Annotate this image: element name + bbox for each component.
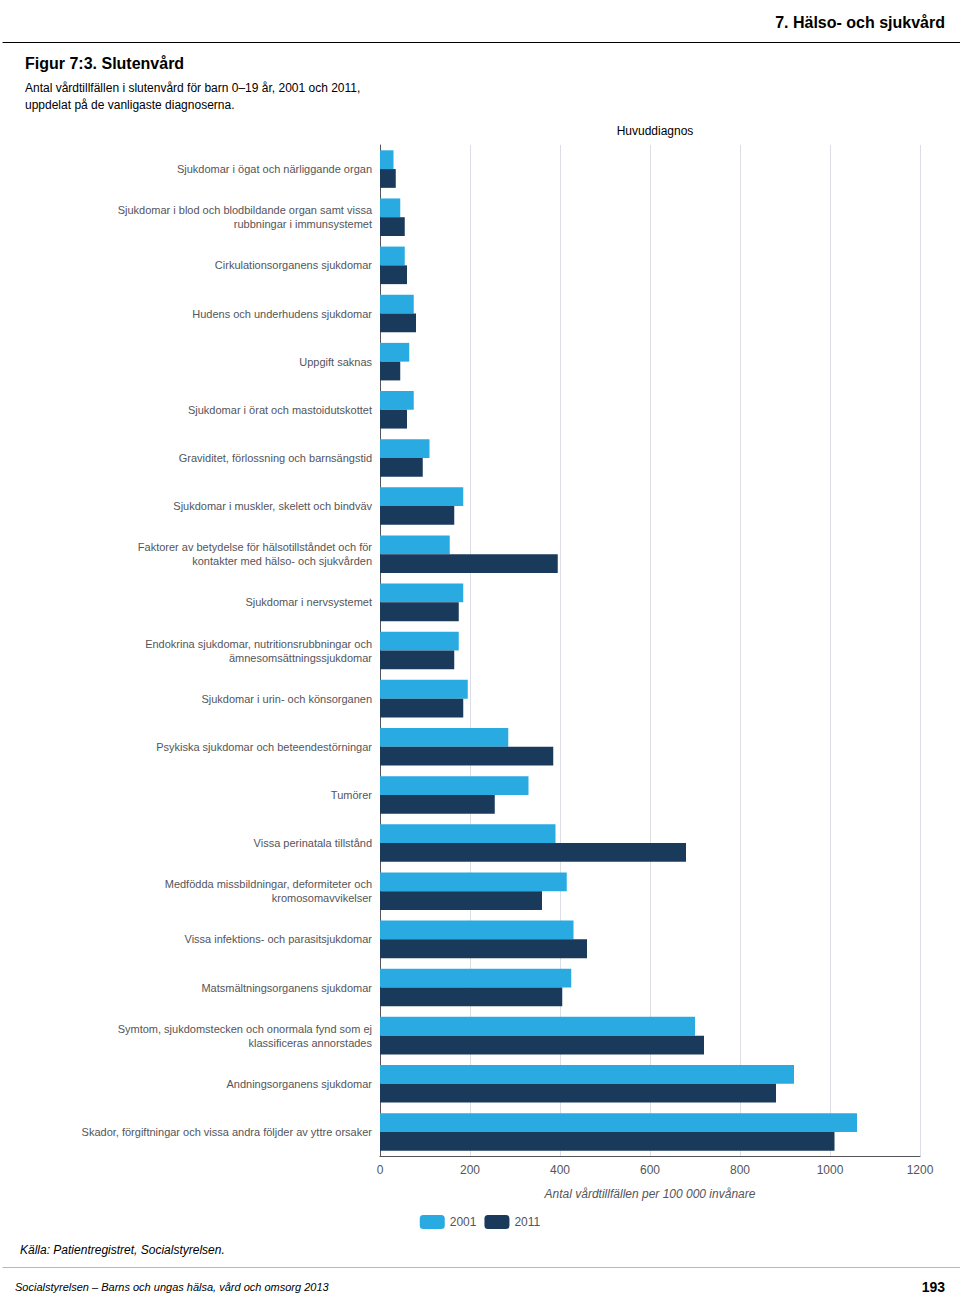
- svg-text:Matsmältningsorganens sjukdoma: Matsmältningsorganens sjukdomar: [201, 982, 372, 994]
- svg-text:uppdelat på de vanligaste diag: uppdelat på de vanligaste diagnoserna.: [25, 98, 235, 112]
- svg-text:400: 400: [550, 1163, 570, 1177]
- svg-text:Sjukdomar i nervsystemet: Sjukdomar i nervsystemet: [245, 596, 372, 608]
- svg-text:rubbningar i immunsystemet: rubbningar i immunsystemet: [234, 218, 372, 230]
- svg-text:Hudens och underhudens sjukdom: Hudens och underhudens sjukdomar: [192, 308, 372, 320]
- svg-text:kontakter med hälso- och sjukv: kontakter med hälso- och sjukvården: [192, 555, 372, 567]
- svg-text:600: 600: [640, 1163, 660, 1177]
- svg-text:193: 193: [922, 1279, 946, 1295]
- svg-text:800: 800: [730, 1163, 750, 1177]
- svg-text:Vissa perinatala tillstånd: Vissa perinatala tillstånd: [254, 837, 372, 849]
- svg-text:2011: 2011: [514, 1215, 540, 1229]
- svg-text:Psykiska sjukdomar och beteend: Psykiska sjukdomar och beteendestörninga…: [156, 741, 372, 753]
- svg-text:1000: 1000: [817, 1163, 844, 1177]
- svg-text:Cirkulationsorganens sjukdomar: Cirkulationsorganens sjukdomar: [215, 259, 372, 271]
- svg-text:Socialstyrelsen – Barns och un: Socialstyrelsen – Barns och ungas hälsa,…: [15, 1281, 330, 1293]
- svg-text:2001: 2001: [450, 1215, 477, 1229]
- svg-text:Antal vårdtillfällen per 100 0: Antal vårdtillfällen per 100 000 invånar…: [544, 1187, 756, 1201]
- svg-text:Huvuddiagnos: Huvuddiagnos: [617, 124, 694, 138]
- svg-text:Figur 7:3. Slutenvård: Figur 7:3. Slutenvård: [25, 55, 184, 72]
- svg-text:Antal vårdtillfällen i slutenv: Antal vårdtillfällen i slutenvård för ba…: [25, 81, 360, 95]
- svg-text:Andningsorganens sjukdomar: Andningsorganens sjukdomar: [226, 1078, 372, 1090]
- svg-text:7. Hälso- och sjukvård: 7. Hälso- och sjukvård: [775, 14, 945, 31]
- svg-text:Faktorer av betydelse för häls: Faktorer av betydelse för hälsotillstånd…: [138, 541, 373, 553]
- svg-text:1200: 1200: [907, 1163, 934, 1177]
- svg-text:ämnesomsättningssjukdomar: ämnesomsättningssjukdomar: [229, 652, 372, 664]
- svg-text:Sjukdomar i blod och blodbilda: Sjukdomar i blod och blodbildande organ …: [118, 204, 373, 216]
- svg-text:Symtom, sjukdomstecken och ono: Symtom, sjukdomstecken och onormala fynd…: [118, 1023, 372, 1035]
- svg-text:Sjukdomar i ögat och närliggan: Sjukdomar i ögat och närliggande organ: [177, 163, 372, 175]
- svg-text:Sjukdomar i örat och mastoidut: Sjukdomar i örat och mastoidutskottet: [188, 404, 372, 416]
- svg-text:Medfödda missbildningar, defor: Medfödda missbildningar, deformiteter oc…: [165, 878, 372, 890]
- svg-text:Sjukdomar i muskler, skelett o: Sjukdomar i muskler, skelett och bindväv: [173, 500, 372, 512]
- svg-text:Endokrina sjukdomar, nutrition: Endokrina sjukdomar, nutritionsrubbninga…: [145, 638, 372, 650]
- svg-text:klassificeras annorstades: klassificeras annorstades: [248, 1037, 372, 1049]
- svg-text:kromosomavvikelser: kromosomavvikelser: [272, 892, 373, 904]
- svg-text:Uppgift saknas: Uppgift saknas: [299, 356, 372, 368]
- svg-text:Graviditet, förlossning och ba: Graviditet, förlossning och barnsängstid: [179, 452, 372, 464]
- svg-text:Sjukdomar i urin- och könsorga: Sjukdomar i urin- och könsorganen: [201, 693, 372, 705]
- svg-text:Skador, förgiftningar och viss: Skador, förgiftningar och vissa andra fö…: [82, 1126, 373, 1138]
- svg-text:200: 200: [460, 1163, 480, 1177]
- svg-text:Källa: Patientregistret, Socia: Källa: Patientregistret, Socialstyrelsen…: [20, 1243, 225, 1257]
- svg-text:Tumörer: Tumörer: [331, 789, 372, 801]
- svg-text:0: 0: [377, 1163, 384, 1177]
- svg-text:Vissa infektions- och parasits: Vissa infektions- och parasitsjukdomar: [185, 933, 373, 945]
